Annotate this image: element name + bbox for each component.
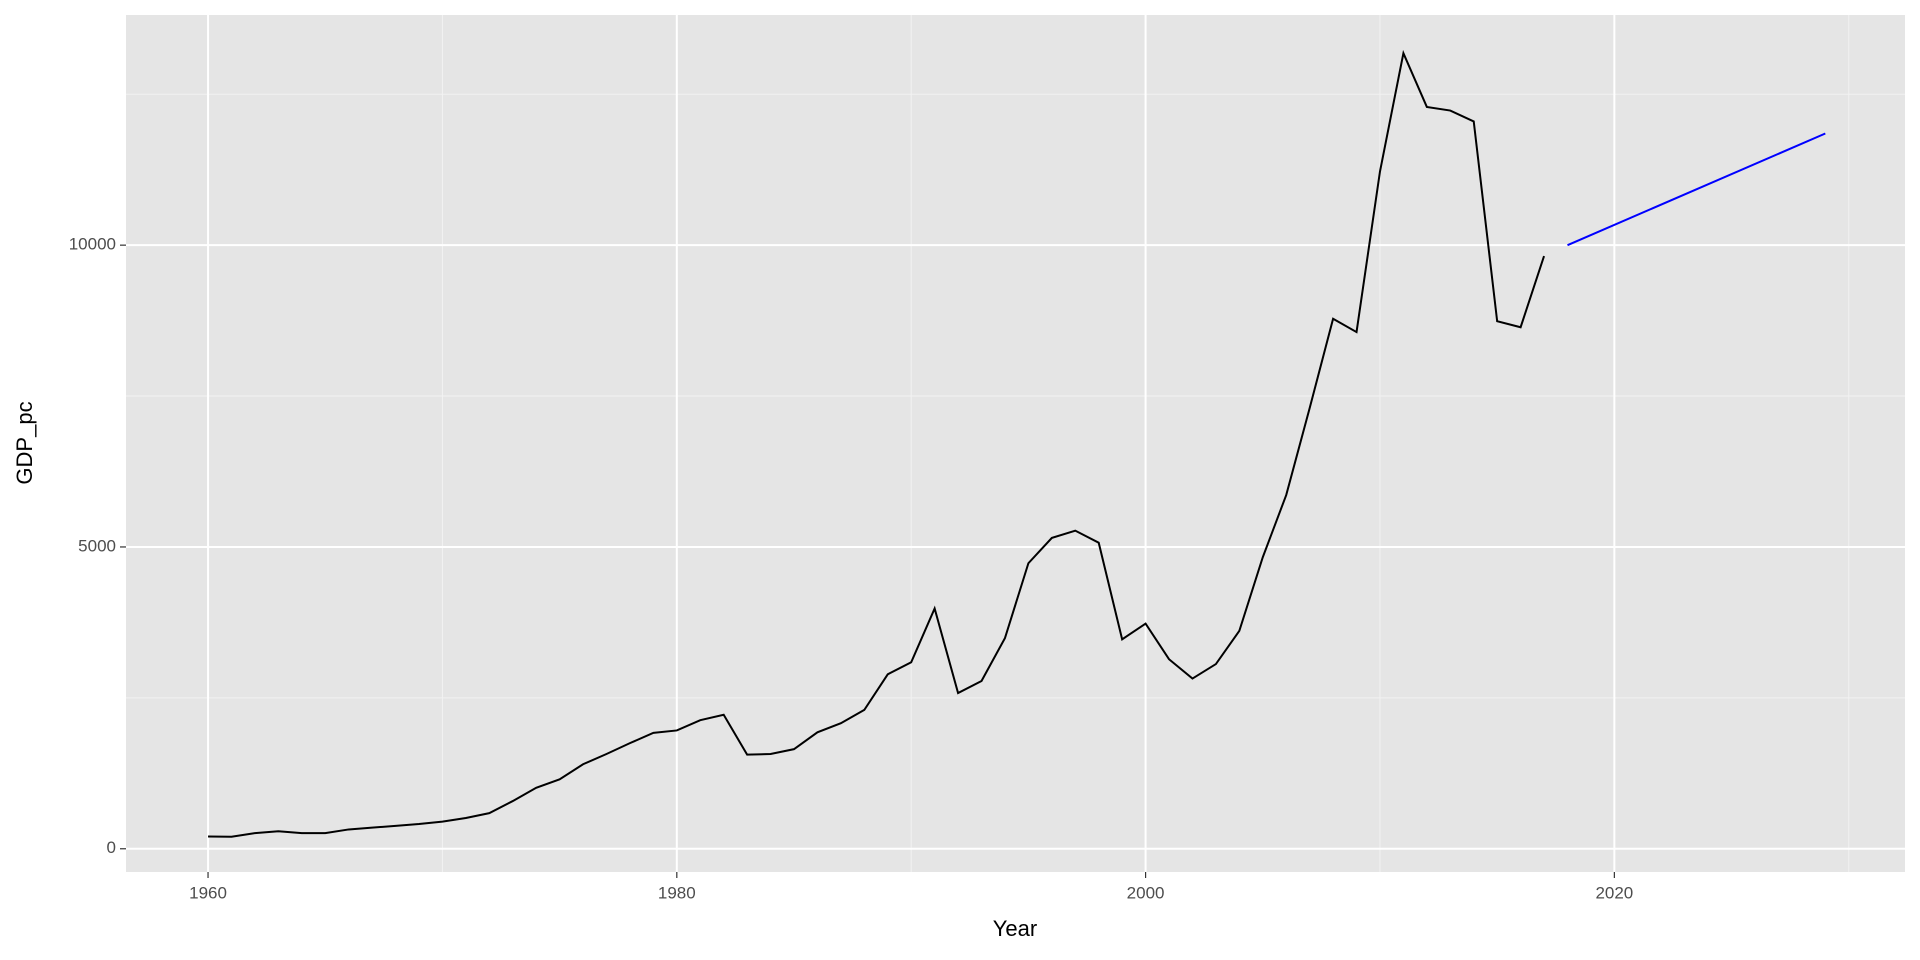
x-tick-label: 1980	[658, 883, 696, 902]
x-tick-label: 2020	[1595, 883, 1633, 902]
x-axis-title: Year	[993, 916, 1037, 941]
y-axis-title: GDP_pc	[12, 401, 37, 484]
panel	[126, 15, 1905, 872]
x-tick-label: 1960	[189, 883, 227, 902]
y-tick-label: 5000	[78, 536, 116, 555]
y-tick-label: 0	[107, 838, 116, 857]
x-tick-label: 2000	[1127, 883, 1165, 902]
y-tick-label: 10000	[69, 235, 116, 254]
line	[208, 49, 1545, 838]
line	[1567, 132, 1826, 247]
